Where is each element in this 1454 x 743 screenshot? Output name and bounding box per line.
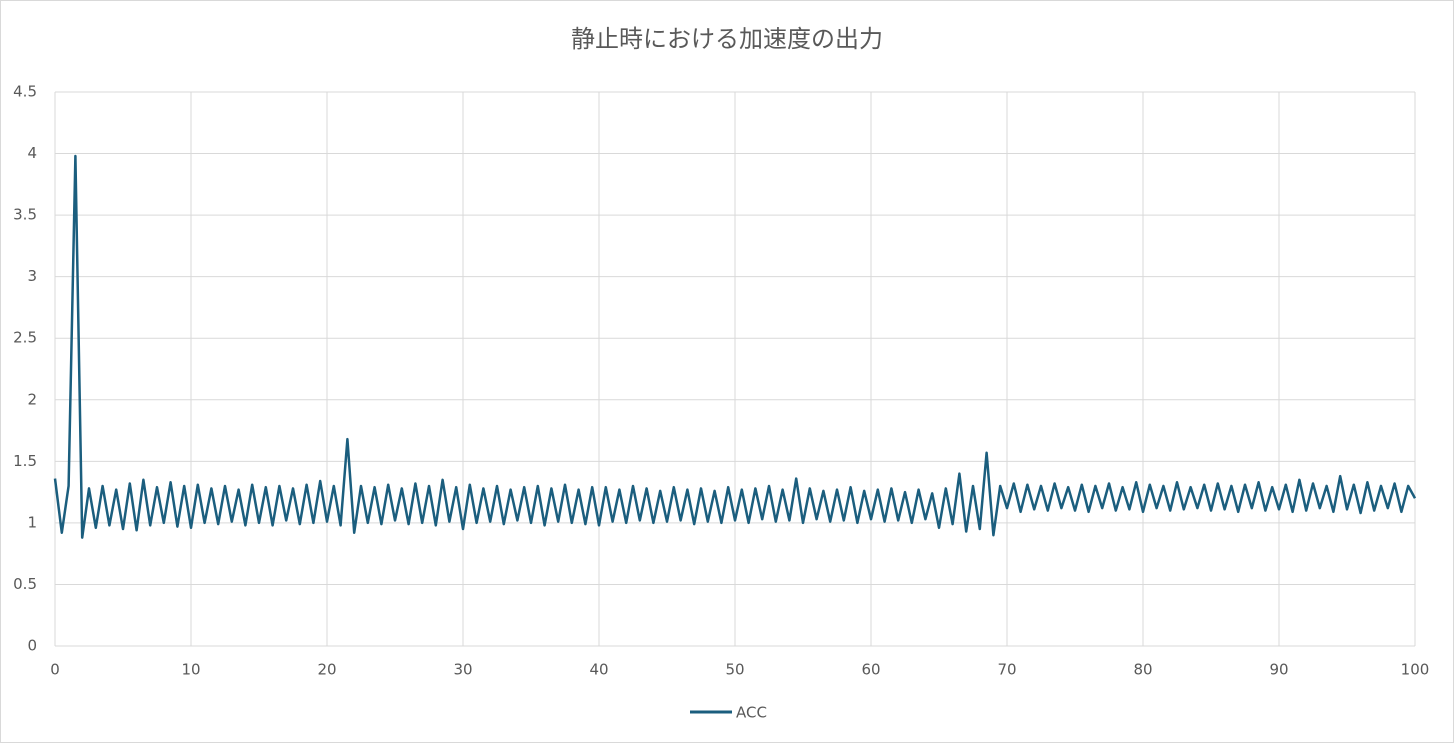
x-tick-label: 20: [317, 661, 336, 679]
y-tick-label: 3: [27, 267, 37, 285]
y-tick-label: 2.5: [13, 329, 37, 347]
x-tick-label: 30: [453, 661, 472, 679]
x-tick-label: 100: [1401, 661, 1430, 679]
y-tick-label: 1: [27, 513, 37, 531]
y-tick-label: 0.5: [13, 575, 37, 593]
data-line: [53, 154, 1417, 539]
y-tick-label: 4: [27, 144, 37, 162]
x-tick-label: 70: [997, 661, 1016, 679]
legend-label: ACC: [736, 704, 767, 722]
x-tick-label: 90: [1269, 661, 1288, 679]
y-tick-label: 2: [27, 390, 37, 408]
x-tick-label: 40: [589, 661, 608, 679]
x-tick-label: 50: [725, 661, 744, 679]
y-tick-label: 4.5: [13, 83, 37, 101]
x-tick-label: 60: [861, 661, 880, 679]
x-tick-label: 80: [1133, 661, 1152, 679]
y-tick-label: 3.5: [13, 206, 37, 224]
chart-title: 静止時における加速度の出力: [571, 25, 883, 53]
y-tick-label: 1.5: [13, 452, 37, 470]
x-tick-label: 0: [50, 661, 60, 679]
y-tick-label: 0: [27, 637, 37, 655]
x-tick-label: 10: [181, 661, 200, 679]
